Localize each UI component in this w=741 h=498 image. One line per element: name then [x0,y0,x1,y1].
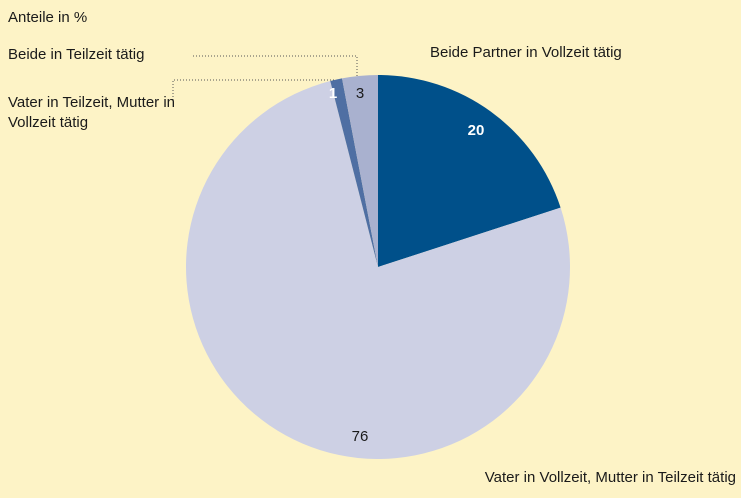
value-label: 76 [352,428,369,445]
category-label: Vater in Vollzeit, Mutter in Teilzeit tä… [484,469,736,486]
leader-line [193,55,358,76]
category-label: Beide in Teilzeit tätig [8,46,145,63]
value-label: 3 [356,85,364,102]
pie-slice [185,81,570,460]
pie-slice [342,75,378,267]
chart-subtitle: Anteile in % [8,9,88,26]
pie-slice [330,78,378,267]
category-label: Beide Partner in Vollzeit tätig [430,44,622,61]
value-label: 20 [468,122,485,139]
category-label: Vater in Teilzeit, Mutter in Vollzeit tä… [8,94,176,131]
pie-slice [378,75,561,267]
value-label: 1 [329,85,337,102]
